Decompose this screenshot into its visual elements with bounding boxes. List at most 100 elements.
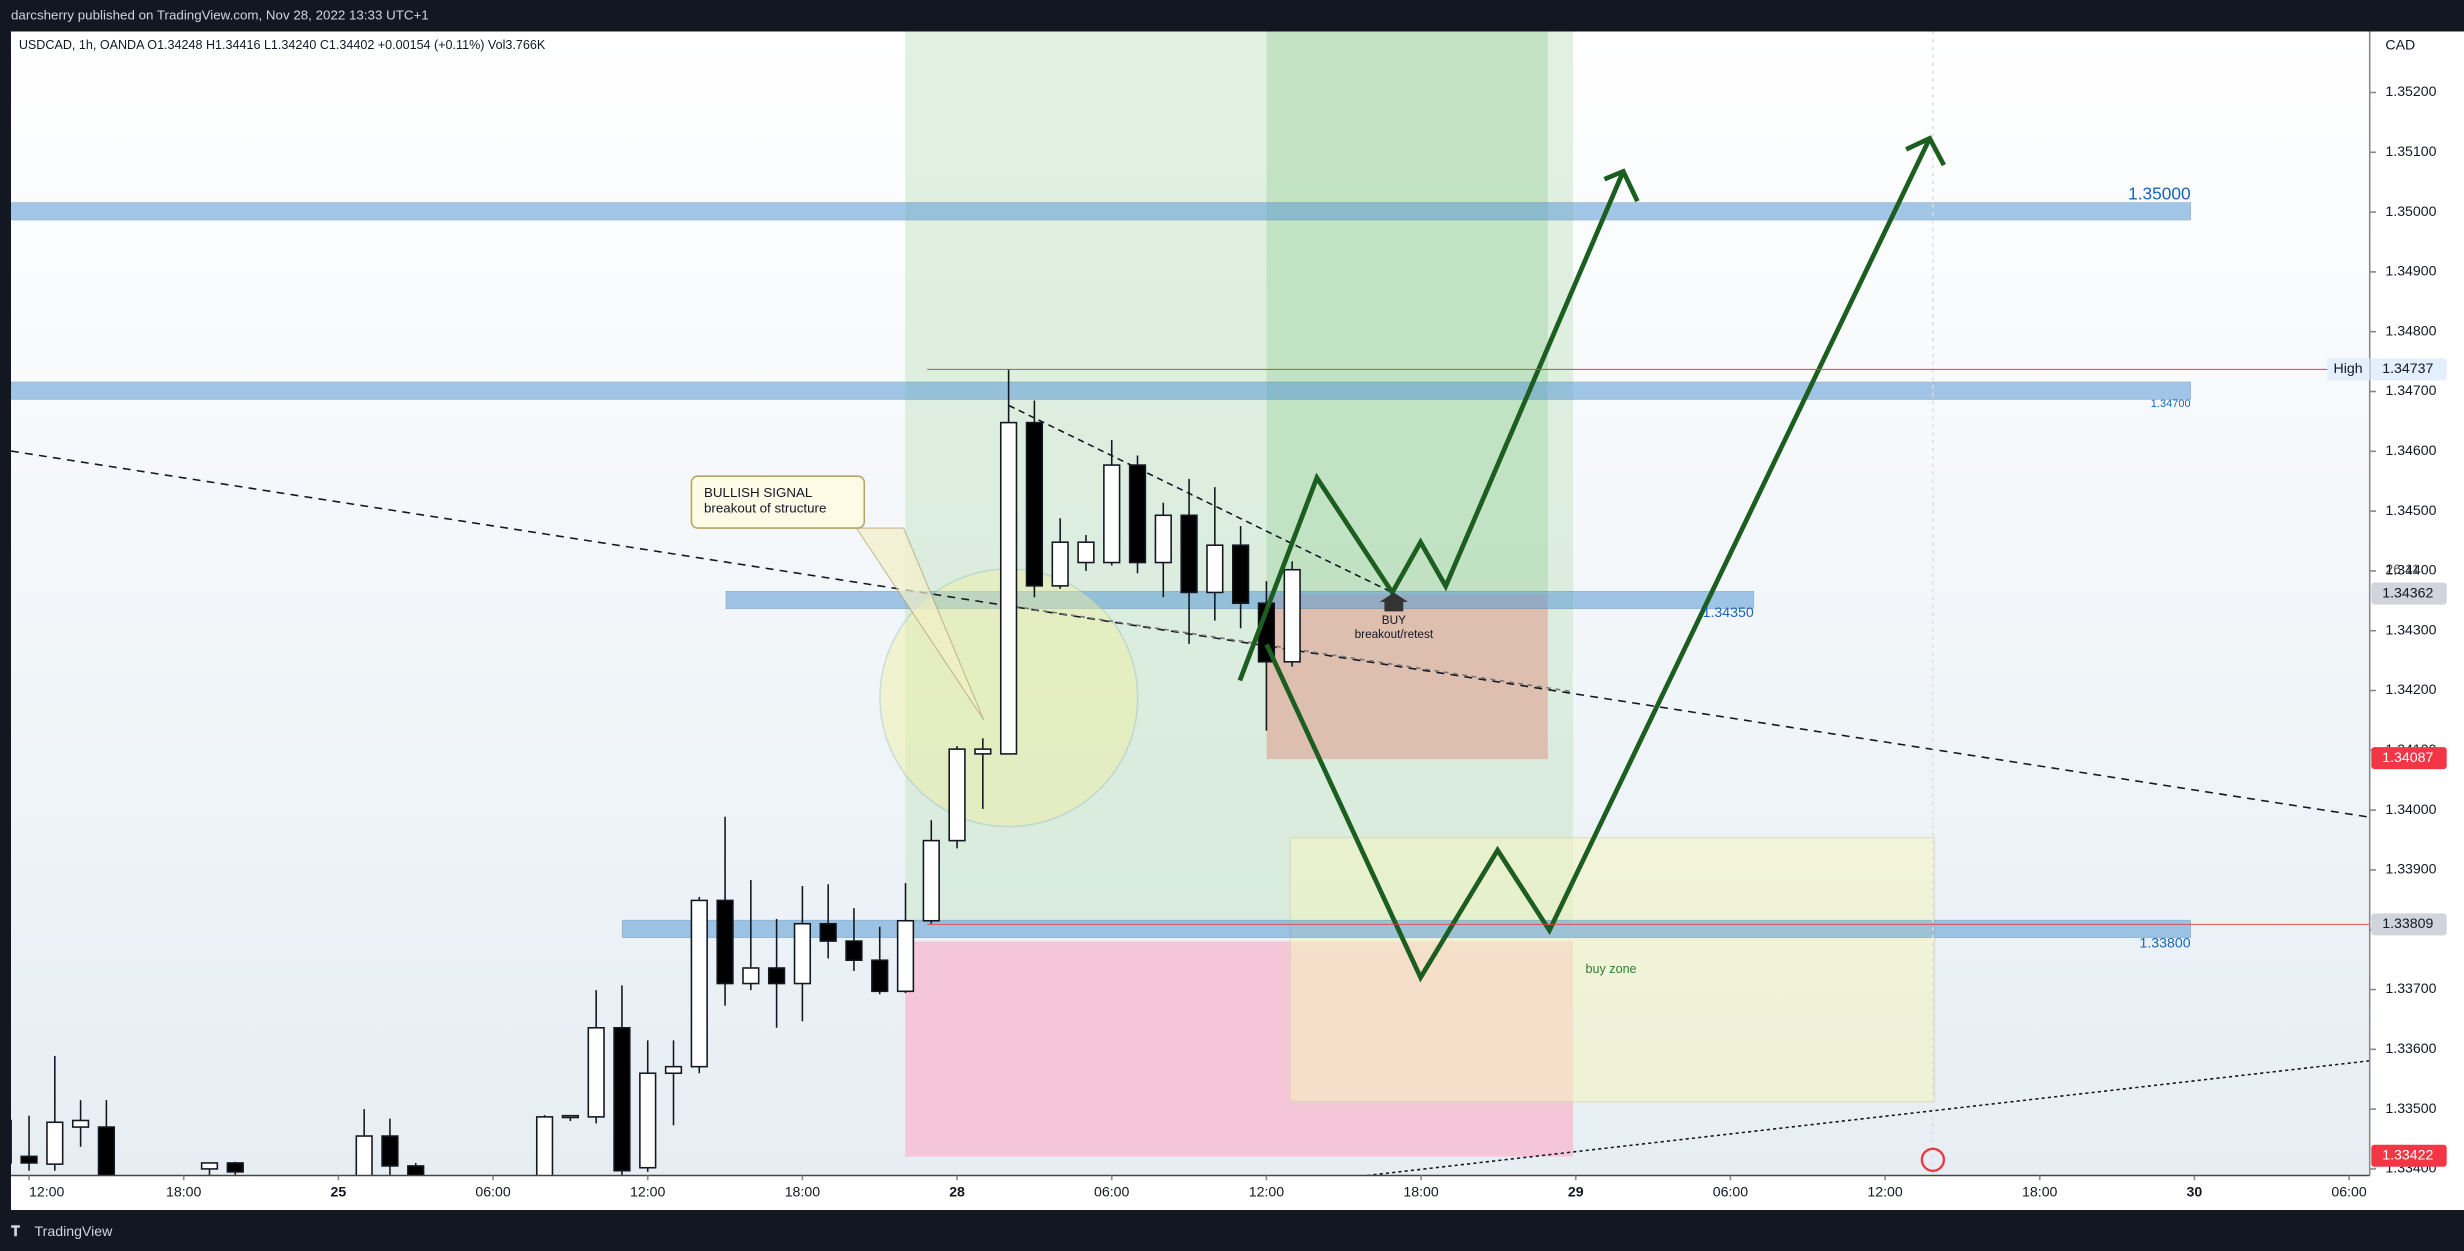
y-tick-label: 1.33900 bbox=[2385, 861, 2436, 877]
candle-body bbox=[1103, 464, 1121, 564]
zone-label: buy zone bbox=[1586, 962, 1637, 976]
price-tag-label: 1.34737 bbox=[2382, 360, 2433, 376]
tag-name-bg bbox=[2327, 358, 2370, 381]
x-tick-label: 18:00 bbox=[785, 1184, 820, 1200]
x-tick-label: 18:00 bbox=[2022, 1184, 2057, 1200]
projection-arrow bbox=[1237, 170, 1626, 682]
x-tick-label: 06:00 bbox=[1094, 1184, 1129, 1200]
candle-body bbox=[1231, 544, 1250, 604]
callout-pointer bbox=[855, 527, 985, 721]
level-band bbox=[621, 919, 2191, 938]
candle-body bbox=[948, 748, 966, 842]
trendline bbox=[1367, 1060, 2370, 1176]
buy-label: BUY bbox=[1382, 614, 1406, 627]
level-label: 1.34350 bbox=[1703, 604, 1754, 620]
price-tag bbox=[2371, 1144, 2447, 1167]
x-tick-label: 30 bbox=[2187, 1184, 2203, 1200]
symbol-legend: USDCAD, 1h, OANDA O1.34248 H1.34416 L1.3… bbox=[19, 38, 546, 52]
candle-body bbox=[1077, 541, 1095, 564]
y-tick-label: 1.34600 bbox=[2385, 442, 2436, 458]
candle-body bbox=[639, 1072, 657, 1169]
x-tick-label: 12:00 bbox=[1867, 1184, 1902, 1200]
candle-body bbox=[97, 1126, 116, 1176]
x-tick-label: 06:00 bbox=[475, 1184, 510, 1200]
price-tag bbox=[2371, 913, 2447, 936]
callout-box bbox=[690, 475, 866, 529]
x-tick-label: 12:00 bbox=[29, 1184, 64, 1200]
callout-title: BULLISH SIGNAL bbox=[704, 485, 812, 500]
x-tick-label: 06:00 bbox=[2331, 1184, 2366, 1200]
candle-body bbox=[690, 899, 708, 1068]
candle-body bbox=[11, 1119, 12, 1164]
candle-body bbox=[974, 748, 992, 755]
y-tick-label: 1.33700 bbox=[2385, 980, 2436, 996]
header: darcsherry published on TradingView.com,… bbox=[11, 7, 429, 22]
price-tag-label: 1.34087 bbox=[2382, 749, 2433, 765]
countdown: 26:11 bbox=[2385, 561, 2419, 577]
candle-body bbox=[742, 967, 760, 985]
candle-body bbox=[381, 1135, 399, 1167]
y-tick-label: 1.35100 bbox=[2385, 143, 2436, 159]
candle-body bbox=[561, 1114, 580, 1119]
x-tick-label: 25 bbox=[331, 1184, 347, 1200]
arrow-head bbox=[1603, 168, 1640, 203]
level-label: 1.34700 bbox=[2151, 398, 2191, 410]
y-tick-label: 1.34900 bbox=[2385, 263, 2436, 279]
level-band bbox=[11, 381, 2191, 400]
price-tag bbox=[2371, 358, 2447, 381]
y-tick-label: 1.34200 bbox=[2385, 681, 2436, 697]
y-tick-label: 1.34400 bbox=[2385, 562, 2436, 578]
candle-body bbox=[664, 1065, 683, 1075]
price-tag bbox=[2371, 747, 2447, 770]
y-tick-label: 1.33600 bbox=[2385, 1040, 2436, 1056]
y-tick-label: 1.34000 bbox=[2385, 801, 2436, 817]
x-tick-label: 12:00 bbox=[1249, 1184, 1284, 1200]
buy-text: breakout/retest bbox=[1355, 628, 1434, 641]
candle-body bbox=[1025, 421, 1044, 587]
y-tick-label: 1.35200 bbox=[2385, 83, 2436, 99]
projection-arrow bbox=[1264, 137, 1932, 983]
candle-body bbox=[407, 1165, 425, 1176]
candle-body bbox=[845, 940, 863, 962]
level-label: 1.33800 bbox=[2140, 935, 2191, 951]
candle-body bbox=[20, 1155, 38, 1164]
candle-body bbox=[535, 1116, 554, 1176]
price-tag bbox=[2371, 582, 2447, 605]
candle-body bbox=[1206, 544, 1224, 594]
candle-body bbox=[1180, 514, 1198, 594]
x-tick-label: 29 bbox=[1568, 1184, 1584, 1200]
candle-body bbox=[587, 1027, 605, 1118]
candle-body bbox=[871, 959, 889, 993]
y-tick-label: 1.34300 bbox=[2385, 621, 2436, 637]
candle-body bbox=[1283, 568, 1301, 663]
arrow-head bbox=[1905, 135, 1946, 167]
trendline bbox=[1008, 404, 1393, 594]
buy-zone bbox=[1289, 836, 1936, 1103]
y-tick-label: 1.34800 bbox=[2385, 322, 2436, 338]
candle-body bbox=[200, 1162, 219, 1170]
x-tick-label: 18:00 bbox=[166, 1184, 201, 1200]
candle-body bbox=[71, 1119, 90, 1128]
y-tick-label: 1.34700 bbox=[2385, 382, 2436, 398]
level-label: 1.35000 bbox=[2128, 183, 2190, 203]
target-zone bbox=[1266, 31, 1548, 595]
axis-unit: CAD bbox=[2385, 36, 2415, 52]
candle-body bbox=[355, 1135, 373, 1176]
price-tag-label: 1.34362 bbox=[2382, 584, 2433, 600]
candle-body bbox=[1154, 514, 1172, 564]
candle-body bbox=[999, 421, 1018, 755]
candle-body bbox=[46, 1121, 64, 1165]
candle-body bbox=[226, 1162, 244, 1173]
stop-zone bbox=[1266, 594, 1548, 760]
footer-bar bbox=[0, 1210, 2464, 1251]
x-tick-label: 12:00 bbox=[630, 1184, 665, 1200]
y-tick-label: 1.33500 bbox=[2385, 1100, 2436, 1116]
y-tick-label: 1.34500 bbox=[2385, 502, 2436, 518]
candle-body bbox=[819, 922, 837, 942]
candle-body bbox=[1128, 464, 1147, 564]
candle-body bbox=[767, 967, 786, 985]
footer-brand: TradingView bbox=[35, 1223, 114, 1239]
time-axis bbox=[11, 1175, 2464, 1211]
footer-logo: 𝐓 bbox=[11, 1223, 20, 1239]
